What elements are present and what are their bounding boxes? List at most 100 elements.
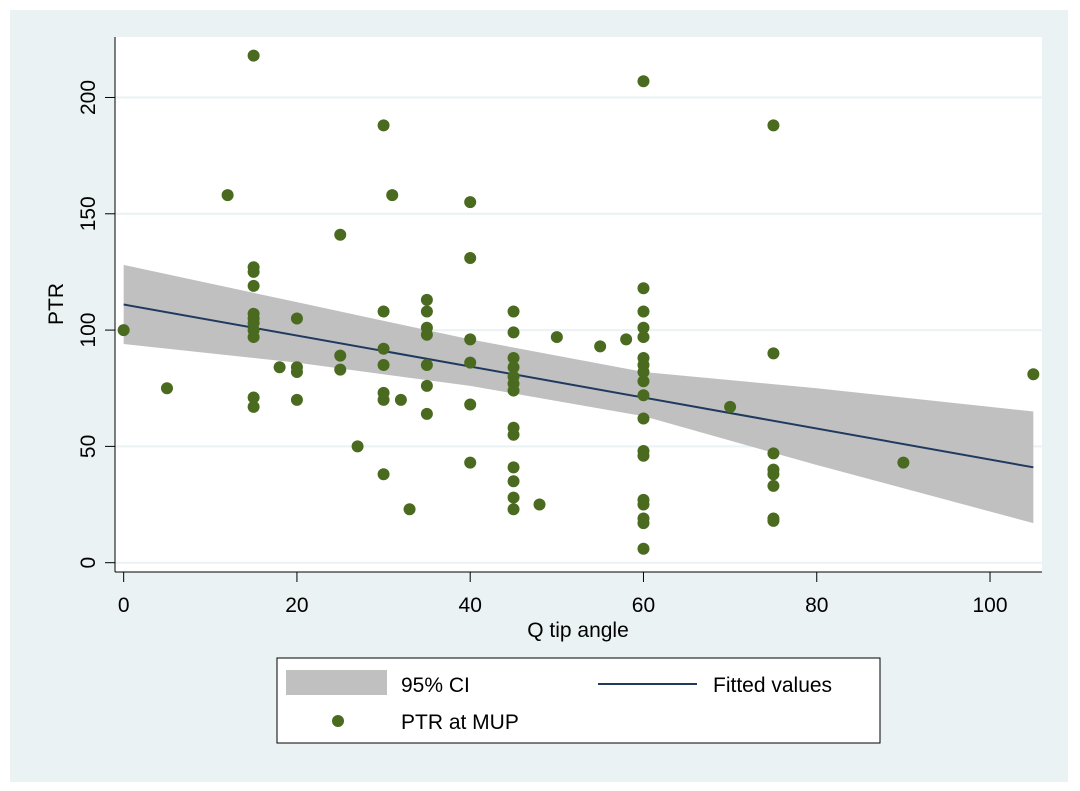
x-tick-label: 100 xyxy=(972,594,1007,617)
data-point xyxy=(247,400,260,413)
x-tick-label: 60 xyxy=(632,594,655,617)
y-axis-title: PTR xyxy=(45,283,68,325)
data-point xyxy=(247,265,260,278)
data-point xyxy=(637,282,650,295)
data-point xyxy=(247,391,260,404)
data-point xyxy=(637,412,650,425)
data-point xyxy=(247,49,260,62)
legend-ci-swatch xyxy=(286,670,387,695)
data-point xyxy=(767,468,780,481)
data-point xyxy=(637,449,650,462)
data-point xyxy=(507,491,520,504)
data-point xyxy=(420,305,433,318)
data-point xyxy=(290,393,303,406)
ci-band xyxy=(123,264,1034,524)
legend: 95% CI Fitted values PTR at MUP xyxy=(276,657,881,744)
data-point xyxy=(637,375,650,388)
data-point xyxy=(533,498,546,511)
data-point xyxy=(767,119,780,132)
legend-fit-label: Fitted values xyxy=(713,674,832,697)
data-point xyxy=(897,456,910,469)
data-point xyxy=(351,440,364,453)
data-point xyxy=(507,384,520,397)
data-point xyxy=(464,456,477,469)
y-tick-label: 200 xyxy=(77,80,100,115)
data-point xyxy=(377,468,390,481)
data-point xyxy=(386,189,399,202)
data-point xyxy=(290,365,303,378)
legend-ci-label: 95% CI xyxy=(401,674,470,697)
legend-point-swatch xyxy=(332,715,344,727)
point-layer xyxy=(117,49,1040,555)
data-point xyxy=(420,293,433,306)
data-point xyxy=(767,347,780,360)
y-tick-label: 150 xyxy=(77,196,100,231)
data-point xyxy=(334,349,347,362)
data-point xyxy=(724,400,737,413)
data-point xyxy=(507,428,520,441)
data-point xyxy=(767,514,780,527)
x-tick-label: 0 xyxy=(118,594,130,617)
data-point xyxy=(377,305,390,318)
y-tick-label: 100 xyxy=(77,313,100,348)
data-point xyxy=(334,363,347,376)
data-point xyxy=(221,189,234,202)
data-point xyxy=(420,379,433,392)
data-point xyxy=(637,498,650,511)
data-point xyxy=(117,324,130,337)
data-point xyxy=(160,382,173,395)
ci-layer xyxy=(123,264,1034,524)
data-point xyxy=(247,279,260,292)
data-point xyxy=(507,305,520,318)
data-point xyxy=(507,352,520,364)
data-point xyxy=(377,119,390,132)
data-point xyxy=(394,393,407,406)
data-point xyxy=(507,503,520,516)
data-point xyxy=(290,312,303,325)
data-point xyxy=(594,340,607,353)
legend-point-label: PTR at MUP xyxy=(401,711,519,734)
data-point xyxy=(637,331,650,344)
data-point xyxy=(637,517,650,530)
data-point xyxy=(464,251,477,264)
y-tick-label: 0 xyxy=(77,557,100,569)
data-point xyxy=(273,361,286,374)
data-point xyxy=(377,342,390,355)
data-point xyxy=(464,398,477,411)
data-point xyxy=(420,328,433,341)
data-point xyxy=(377,393,390,406)
data-point xyxy=(637,321,650,334)
data-point xyxy=(464,333,477,346)
x-tick-label: 80 xyxy=(805,594,828,617)
data-point xyxy=(637,75,650,88)
data-point xyxy=(550,331,563,344)
data-point xyxy=(507,461,520,474)
data-point xyxy=(767,479,780,492)
data-point xyxy=(620,333,633,346)
data-point xyxy=(420,407,433,420)
data-point xyxy=(464,196,477,209)
x-tick-label: 40 xyxy=(459,594,482,617)
x-tick-label: 20 xyxy=(285,594,308,617)
data-point xyxy=(247,331,260,344)
data-point xyxy=(637,542,650,555)
data-point xyxy=(464,356,477,369)
fitted-line xyxy=(123,303,1034,469)
data-point xyxy=(637,389,650,402)
data-point xyxy=(637,365,650,378)
data-point xyxy=(377,358,390,371)
data-point xyxy=(403,503,416,516)
x-axis-title: Q tip angle xyxy=(527,619,629,642)
fit-line-layer xyxy=(123,303,1034,469)
data-point xyxy=(507,361,520,374)
data-point xyxy=(1027,368,1040,381)
data-point xyxy=(507,475,520,488)
data-point xyxy=(334,228,347,241)
data-point xyxy=(637,305,650,318)
y-tick-label: 50 xyxy=(77,435,100,458)
data-point xyxy=(507,326,520,339)
data-point xyxy=(420,358,433,371)
data-point xyxy=(767,447,780,460)
